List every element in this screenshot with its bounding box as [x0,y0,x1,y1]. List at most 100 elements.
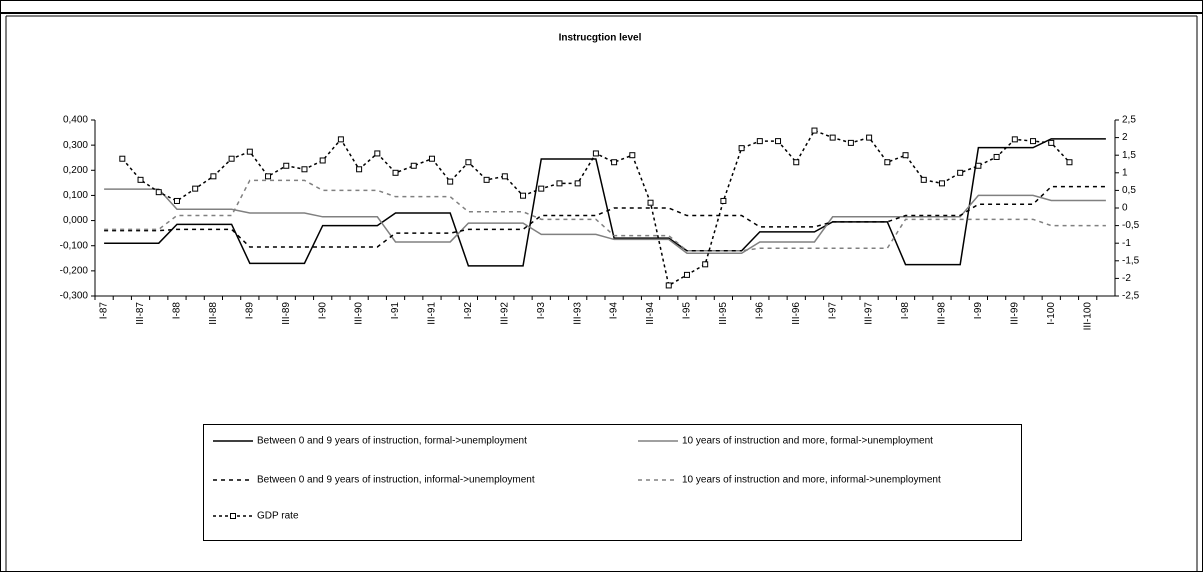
marker [137,176,144,183]
x-tick-label: I-93 [536,302,547,320]
y-tick-label: -0,300 [60,291,89,302]
marker [811,127,818,134]
x-tick-label: III-93 [572,302,583,325]
marker [447,178,454,185]
x-tick-label: III-90 [354,302,365,325]
marker [356,166,363,173]
y-tick-label: 0,400 [63,115,88,126]
x-tick-label: I-92 [463,302,474,320]
marker [847,139,854,146]
marker [501,173,508,180]
x-tick-label: III-89 [281,302,292,325]
marker [756,138,763,145]
marker [975,162,982,169]
y-tick-label: 0,200 [63,165,88,176]
series-line [104,179,1106,252]
legend-box [203,424,1022,541]
marker [319,157,326,164]
y2-tick-label: 2,5 [1122,115,1136,126]
marker [556,180,563,187]
y2-tick-label: 0 [1122,203,1128,214]
marker [920,176,927,183]
marker [793,159,800,166]
y-tick-label: 0,300 [63,140,88,151]
x-tick-label: III-98 [937,302,948,325]
x-tick-label: I-89 [244,302,255,320]
marker [902,152,909,159]
marker [155,189,162,196]
marker [993,153,1000,160]
marker [538,185,545,192]
marker [574,180,581,187]
marker [228,155,235,162]
x-tick-label: I-96 [754,302,765,320]
marker [1011,136,1018,143]
legend-label: Between 0 and 9 years of instruction, fo… [257,436,527,447]
y-tick-label: 0,000 [63,215,88,226]
marker [301,166,308,173]
marker [520,192,527,199]
y2-tick-label: -1,5 [1122,255,1140,266]
x-tick-label: I-90 [317,302,328,320]
legend-marker [230,513,236,519]
marker [283,162,290,169]
marker [629,152,636,159]
marker [592,150,599,157]
x-tick-label: I-97 [827,302,838,320]
x-tick-label: I-98 [900,302,911,320]
series-line [104,188,1106,255]
x-tick-label: III-94 [645,302,656,325]
marker [483,176,490,183]
y2-tick-label: -1 [1122,238,1131,249]
marker [647,199,654,206]
y-tick-label: 0,100 [63,190,88,201]
legend-label: 10 years of instruction and more, inform… [682,475,941,486]
marker [775,138,782,145]
x-tick-label: III-88 [208,302,219,325]
y2-tick-label: 1 [1122,167,1128,178]
marker [192,185,199,192]
x-tick-label: I-95 [682,302,693,320]
x-tick-label: I-94 [609,302,620,320]
marker [665,282,672,289]
x-tick-label: III-96 [791,302,802,325]
y-tick-label: -0,100 [60,240,89,251]
y2-tick-label: 2 [1122,132,1128,143]
x-tick-label: III-92 [499,302,510,325]
y2-tick-label: -2 [1122,273,1131,284]
marker [702,261,709,268]
y2-tick-label: 0,5 [1122,185,1136,196]
marker [410,162,417,169]
x-tick-label: III-87 [135,302,146,325]
legend-label: GDP rate [257,511,299,522]
x-tick-label: I-99 [973,302,984,320]
y-tick-label: -0,200 [60,265,89,276]
marker [246,148,253,155]
marker [1048,139,1055,146]
y2-tick-label: -2,5 [1122,291,1140,302]
marker [392,169,399,176]
x-tick-label: III-100 [1082,302,1093,331]
x-tick-label: I-87 [99,302,110,320]
marker [374,150,381,157]
marker [210,173,217,180]
series-line [104,185,1106,248]
marker [119,155,126,162]
y2-tick-label: 1,5 [1122,150,1136,161]
x-tick-label: I-88 [172,302,183,320]
marker [938,180,945,187]
marker [866,134,873,141]
marker [1030,138,1037,145]
series-line [104,138,1106,267]
marker [884,159,891,166]
marker [337,136,344,143]
x-tick-label: III-95 [718,302,729,325]
marker [611,159,618,166]
marker [829,134,836,141]
x-tick-label: III-97 [864,302,875,325]
marker [465,159,472,166]
legend-label: Between 0 and 9 years of instruction, in… [257,475,535,486]
marker [683,271,690,278]
